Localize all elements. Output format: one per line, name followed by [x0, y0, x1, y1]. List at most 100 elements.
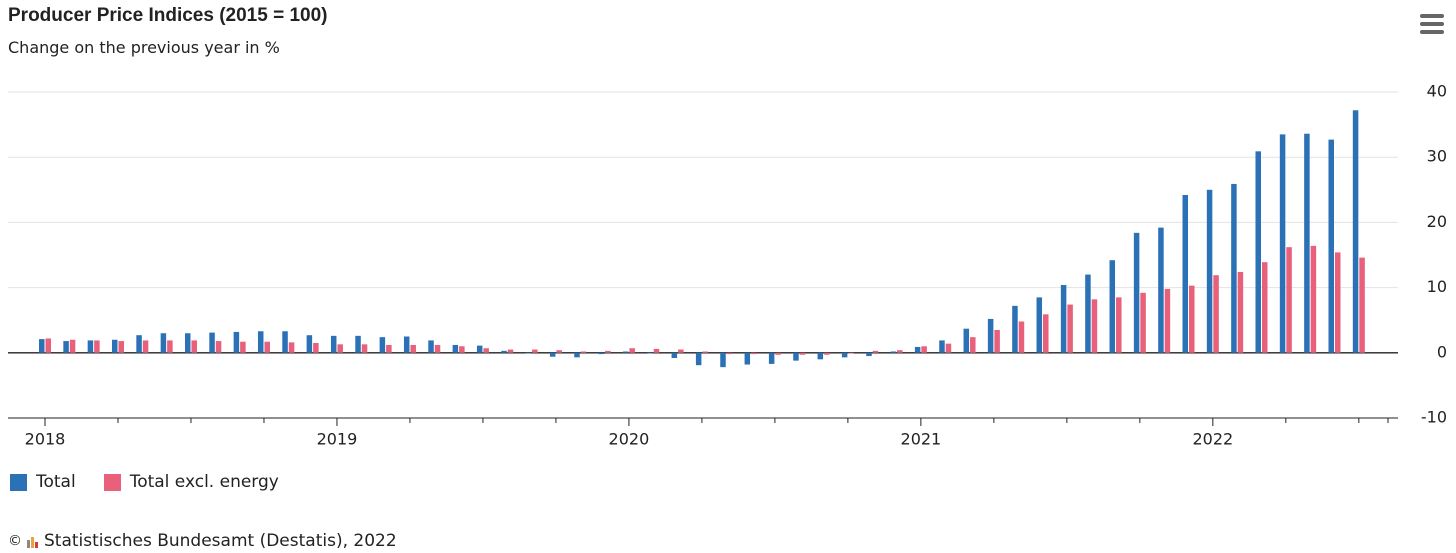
bar — [671, 352, 678, 359]
menu-button[interactable] — [1420, 14, 1444, 34]
bar — [629, 348, 635, 353]
bar — [87, 340, 94, 353]
bar — [63, 341, 69, 353]
legend-item[interactable]: Total — [10, 472, 76, 492]
bar — [45, 338, 51, 353]
bar — [1091, 299, 1098, 353]
bar — [768, 352, 775, 364]
bar — [678, 349, 684, 353]
bar — [605, 350, 611, 353]
bar — [434, 344, 441, 353]
bar — [501, 350, 507, 353]
bar — [525, 352, 532, 354]
bar — [306, 335, 313, 353]
bar — [799, 352, 806, 355]
bar — [598, 352, 605, 355]
y-tick-label: 10 — [1427, 277, 1447, 296]
bar — [264, 341, 270, 353]
bar — [1109, 260, 1116, 353]
bar — [410, 344, 416, 353]
bar — [793, 352, 799, 361]
bar — [1231, 183, 1237, 353]
legend-label: Total — [36, 472, 76, 492]
bar — [866, 352, 872, 357]
bar — [288, 342, 295, 353]
bar — [1286, 247, 1292, 353]
bar — [872, 350, 879, 353]
bar — [1213, 275, 1219, 353]
bar — [507, 349, 514, 353]
bar — [361, 344, 368, 353]
bar — [987, 318, 994, 353]
bar — [914, 346, 921, 353]
chart-title: Producer Price Indices (2015 = 100) — [8, 5, 328, 26]
bar — [702, 351, 708, 353]
bar — [209, 332, 215, 353]
x-tick-label: 2018 — [25, 430, 66, 449]
y-tick-label: 0 — [1437, 342, 1447, 361]
bar — [556, 350, 562, 353]
bar — [1140, 292, 1146, 353]
legend-label: Total excl. energy — [129, 472, 279, 492]
bar — [653, 348, 660, 353]
bar — [970, 337, 976, 353]
source: © Statistisches Bundesamt (Destatis), 20… — [8, 531, 397, 551]
bar — [1334, 252, 1341, 353]
bar — [622, 351, 629, 353]
bar — [459, 346, 465, 353]
bar — [1328, 139, 1334, 353]
bar — [39, 339, 45, 353]
y-tick-label: 20 — [1427, 212, 1447, 231]
bar — [1158, 227, 1164, 353]
bar — [476, 345, 483, 353]
bar — [233, 331, 240, 353]
bar — [1060, 284, 1067, 353]
legend-swatch — [103, 473, 121, 491]
bar — [1036, 297, 1043, 353]
y-tick-label: -10 — [1421, 408, 1447, 427]
x-tick-label: 2022 — [1192, 430, 1233, 449]
chart-subtitle: Change on the previous year in % — [8, 38, 280, 57]
bar — [240, 341, 246, 353]
bar — [580, 351, 587, 353]
bar — [1279, 134, 1286, 353]
bar — [257, 331, 264, 353]
bar — [1133, 232, 1140, 353]
source-text: Statistisches Bundesamt (Destatis), 2022 — [44, 531, 397, 551]
bar — [897, 350, 903, 353]
bar — [379, 337, 386, 353]
bar — [532, 349, 538, 353]
bar — [142, 340, 149, 353]
legend-item[interactable]: Total excl. energy — [103, 472, 279, 492]
bar — [824, 352, 830, 355]
bar — [939, 340, 945, 353]
bar — [118, 341, 124, 353]
bar — [726, 352, 733, 355]
bar — [160, 333, 167, 353]
bar — [313, 343, 319, 353]
bar — [428, 340, 434, 353]
bar — [136, 335, 142, 353]
bar — [744, 352, 751, 365]
legend-swatch — [10, 473, 27, 491]
bar — [848, 352, 854, 354]
x-tick-label: 2020 — [609, 430, 650, 449]
bar — [720, 352, 726, 368]
bar — [337, 344, 343, 353]
y-tick-label: 40 — [1427, 82, 1447, 101]
bar — [1116, 297, 1122, 353]
bar — [549, 352, 556, 357]
bar — [1043, 314, 1049, 353]
bar — [647, 352, 653, 354]
bar — [330, 335, 337, 353]
bar — [386, 344, 392, 353]
bar — [403, 336, 410, 353]
bar — [215, 341, 222, 353]
bar — [452, 344, 459, 353]
bar — [890, 351, 897, 353]
bar — [1182, 195, 1189, 353]
bar — [355, 335, 361, 353]
chart: -10 0 10 20 30 40 2018 2019 2020 2021 2022 — [8, 82, 1447, 449]
bar — [1359, 257, 1365, 353]
